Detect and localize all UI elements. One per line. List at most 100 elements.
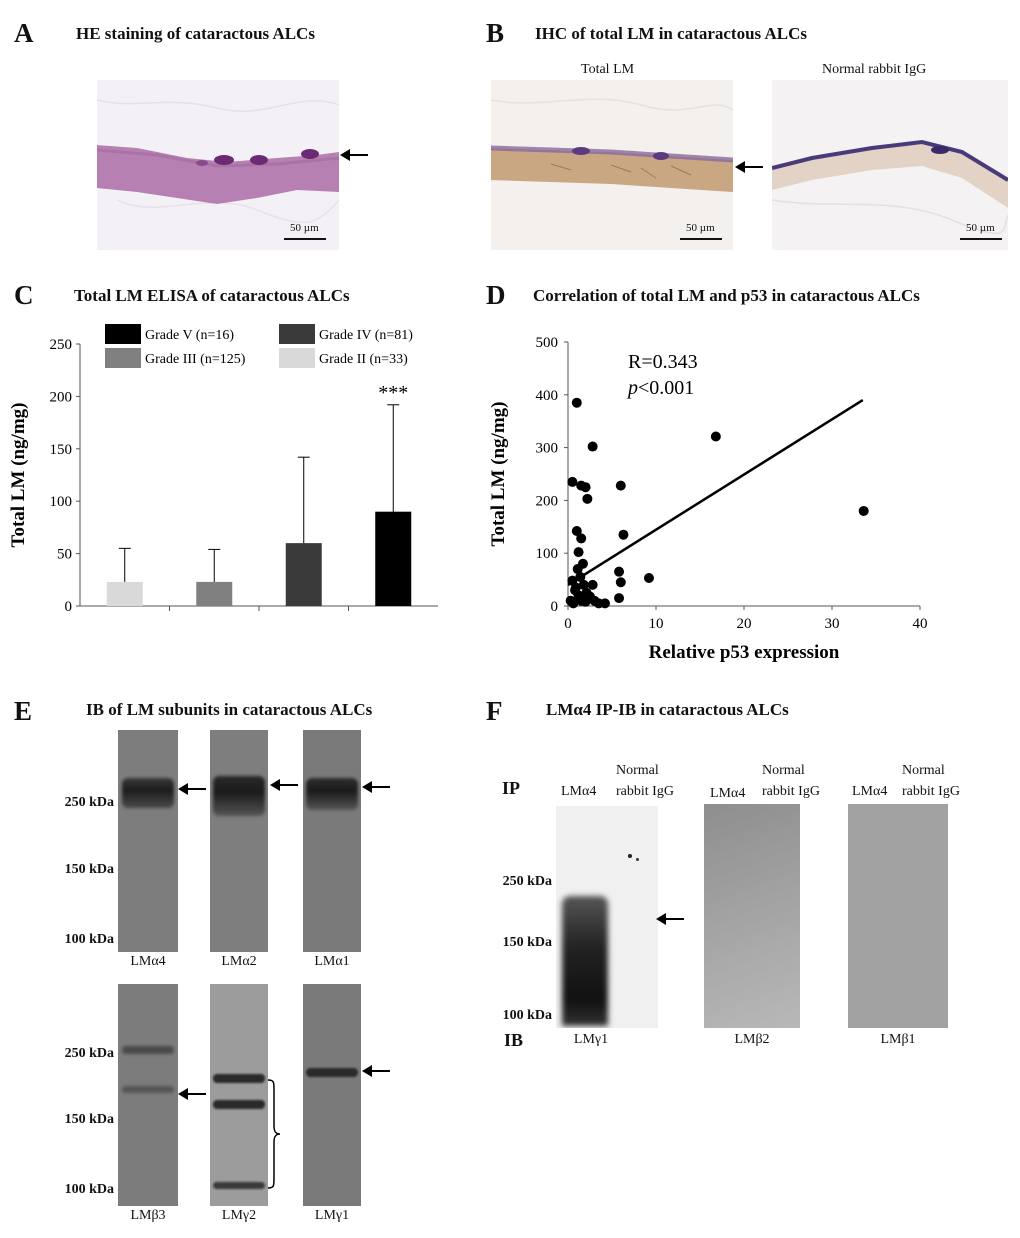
data-point xyxy=(580,596,591,607)
kda-label: 150 kDa xyxy=(502,935,552,950)
elisa-bar-chart: 0 50 100 150 200 250 Total LM (ng/mg) *** Grade … xyxy=(8,324,438,615)
data-point xyxy=(570,582,581,593)
x-tick-label: 40 xyxy=(913,616,928,632)
panel-title-b: IHC of total LM in cataractous ALCs xyxy=(535,24,807,43)
data-point xyxy=(576,533,587,544)
stat-r-label: R=0.343 xyxy=(628,351,698,373)
data-point xyxy=(577,558,588,569)
blot-lm-gamma2 xyxy=(210,984,268,1206)
ihc-normal-igg-image xyxy=(771,80,1010,250)
y-tick-label: 50 xyxy=(57,547,72,563)
bar xyxy=(285,543,322,606)
legend-label: Grade IV (n=81) xyxy=(319,328,413,343)
ip-lane-label: LMα4 xyxy=(710,786,746,801)
correlation-scatter-plot: 0 100 200 300 400 500 0 10 20 30 40 Relative p53 ex… xyxy=(488,335,928,663)
x-tick-label: 30 xyxy=(825,616,840,632)
significance-label: *** xyxy=(378,382,408,404)
legend-swatch xyxy=(105,348,141,368)
data-point xyxy=(599,598,610,609)
bracket-icon xyxy=(266,1078,282,1195)
legend-swatch xyxy=(105,324,141,344)
scale-bar-a xyxy=(284,238,326,240)
data-point xyxy=(568,598,579,609)
ihc-label-total-lm: Total LM xyxy=(581,62,635,77)
data-point xyxy=(571,526,582,537)
panel-letter-b: B xyxy=(486,18,505,48)
panel-letter-e: E xyxy=(14,696,33,726)
ib-label: IB xyxy=(504,1030,524,1050)
stat-p-label: p<0.001 xyxy=(626,377,694,399)
y-tick-label: 0 xyxy=(551,599,559,615)
ip-blot-lm-gamma1 xyxy=(556,806,658,1028)
panel-title-d: Correlation of total LM and p53 in catar… xyxy=(533,286,920,305)
arrow-icon xyxy=(362,780,392,799)
y-tick-label: 200 xyxy=(50,389,73,405)
panel-title-a: HE staining of cataractous ALCs xyxy=(76,24,315,43)
data-point xyxy=(614,566,625,577)
y-tick-label: 300 xyxy=(536,441,559,457)
arrow-icon xyxy=(340,148,370,167)
bar xyxy=(106,581,143,606)
regression-line xyxy=(567,399,864,586)
arrow-icon xyxy=(178,1087,208,1106)
kda-label: 100 kDa xyxy=(64,932,114,947)
ip-lane-label: LMα4 xyxy=(561,784,597,799)
blot-lm-beta3 xyxy=(118,984,178,1206)
ip-lane-label: rabbit IgG xyxy=(762,784,820,799)
y-axis-label: Total LM (ng/mg) xyxy=(488,402,509,547)
blot-lm-alpha1 xyxy=(303,730,361,952)
ip-lane-label: Normal xyxy=(616,763,659,778)
panel-letter-d: D xyxy=(486,280,506,310)
kda-label: 250 kDa xyxy=(64,1046,114,1061)
legend-label: Grade III (n=125) xyxy=(145,352,246,367)
data-point xyxy=(580,482,591,493)
he-stain-image xyxy=(96,80,340,250)
arrow-icon xyxy=(178,782,208,801)
panel-letter-c: C xyxy=(14,280,34,310)
lane-label: LMα1 xyxy=(314,954,350,969)
arrow-icon xyxy=(735,160,765,179)
y-axis-label: Total LM (ng/mg) xyxy=(8,403,29,548)
kda-label: 250 kDa xyxy=(502,874,552,889)
arrow-icon xyxy=(270,778,300,797)
y-tick-label: 0 xyxy=(65,599,73,615)
data-point xyxy=(614,593,625,604)
lane-label: LMγ1 xyxy=(314,1208,350,1223)
scale-bar-label-b2: 50 µm xyxy=(966,222,995,234)
data-point xyxy=(858,505,869,516)
data-point xyxy=(571,397,582,408)
data-point xyxy=(710,431,721,442)
lane-label: LMγ2 xyxy=(221,1208,257,1223)
ip-lane-label: rabbit IgG xyxy=(616,784,674,799)
lane-label: LMα2 xyxy=(221,954,257,969)
kda-label: 100 kDa xyxy=(502,1008,552,1023)
data-point xyxy=(615,480,626,491)
y-tick-label: 500 xyxy=(536,335,559,351)
ip-lane-label: Normal xyxy=(902,763,945,778)
bar xyxy=(196,581,233,606)
x-tick-label: 20 xyxy=(737,616,752,632)
blot-lm-alpha2 xyxy=(210,730,268,952)
x-tick-label: 10 xyxy=(649,616,664,632)
legend-label: Grade II (n=33) xyxy=(319,352,408,367)
blot-lm-gamma1 xyxy=(303,984,361,1206)
legend-label: Grade V (n=16) xyxy=(145,328,234,343)
data-point xyxy=(643,573,654,584)
kda-label: 150 kDa xyxy=(64,1112,114,1127)
panel-title-c: Total LM ELISA of cataractous ALCs xyxy=(74,286,350,305)
ip-label: IP xyxy=(502,778,520,798)
data-point xyxy=(567,476,578,487)
y-tick-label: 150 xyxy=(50,442,73,458)
ip-lane-label: rabbit IgG xyxy=(902,784,960,799)
data-point xyxy=(587,441,598,452)
scale-bar-b2 xyxy=(960,238,1002,240)
ihc-total-lm-image xyxy=(490,80,734,250)
y-tick-label: 100 xyxy=(50,494,73,510)
x-axis-label: Relative p53 expression xyxy=(649,642,840,663)
panel-title-e: IB of LM subunits in cataractous ALCs xyxy=(86,700,373,719)
legend-swatch xyxy=(279,348,315,368)
ip-blot-lm-beta1 xyxy=(848,804,948,1028)
y-tick-label: 400 xyxy=(536,388,559,404)
data-point xyxy=(618,529,629,540)
ihc-label-normal-igg: Normal rabbit IgG xyxy=(822,62,927,77)
